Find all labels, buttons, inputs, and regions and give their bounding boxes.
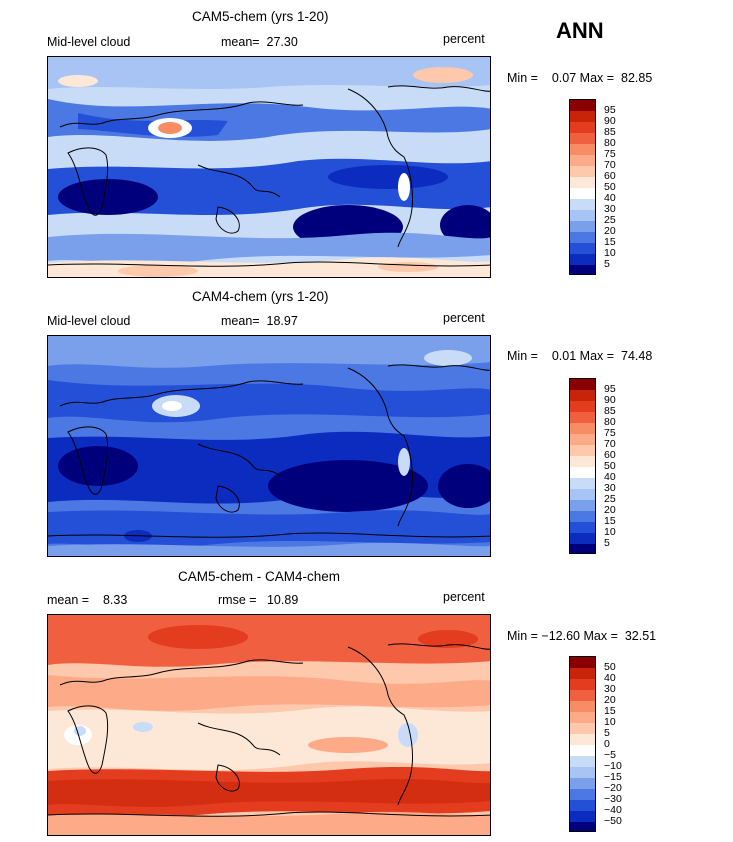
panel3-tick: 20 — [604, 694, 616, 706]
panel3-min-value: −12.60 — [541, 629, 580, 643]
panel3-title: CAM5-chem - CAM4-chem — [178, 569, 341, 584]
panel1-min-value: 0.07 — [551, 71, 577, 85]
panel2-tick: 85 — [604, 405, 616, 417]
panel3-tick: −50 — [604, 815, 622, 827]
panel2-tick: 95 — [604, 383, 616, 395]
panel3-colorbar — [569, 656, 596, 832]
panel1-tick: 80 — [604, 137, 616, 149]
panel2-tick: 40 — [604, 471, 616, 483]
panel2-units: percent — [443, 311, 485, 325]
panel3-rmse-label: rmse = 10.89 — [218, 593, 299, 607]
panel2-mean-value: 18.97 — [266, 314, 298, 328]
panel3-tick: −20 — [604, 782, 622, 794]
panel3-tick: −30 — [604, 793, 622, 805]
panel3-mean-value: 8.33 — [102, 593, 128, 607]
panel2-title: CAM4-chem (yrs 1-20) — [192, 289, 329, 304]
panel2-tick: 20 — [604, 504, 616, 516]
panel3-tick: −5 — [604, 749, 616, 761]
panel3-rmse-value: 10.89 — [266, 593, 299, 607]
panel1-tick: 60 — [604, 170, 616, 182]
panel3-tick: 15 — [604, 705, 616, 717]
panel3-tick: 50 — [604, 661, 616, 673]
panel1-colorbar — [569, 99, 596, 275]
panel2-tick: 80 — [604, 416, 616, 428]
panel3-tick: −10 — [604, 760, 622, 772]
panel1-units: percent — [443, 32, 485, 46]
panel1-tick: 30 — [604, 203, 616, 215]
panel1-max-value: 82.85 — [621, 71, 653, 85]
panel2-variable-label: Mid-level cloud — [47, 314, 131, 328]
panel1-tick: 40 — [604, 192, 616, 204]
panel2-tick: 30 — [604, 482, 616, 494]
panel2-tick: 5 — [604, 537, 610, 549]
panel3-tick: 0 — [604, 738, 610, 750]
panel1-tick: 75 — [604, 148, 616, 160]
panel3-tick: 5 — [604, 727, 610, 739]
panel1-title: CAM5-chem (yrs 1-20) — [192, 9, 329, 24]
panel1-tick: 5 — [604, 258, 610, 270]
panel3-tick: 10 — [604, 716, 616, 728]
panel2-colorbar — [569, 378, 596, 554]
panel2-tick: 15 — [604, 515, 616, 527]
panel3-tick: 40 — [604, 672, 616, 684]
panel3-map — [47, 614, 491, 836]
panel1-mean-value: 27.30 — [266, 35, 298, 49]
panel2-minmax: Min = 0.01 Max = 74.48 — [507, 349, 653, 363]
panel2-tick: 10 — [604, 526, 616, 538]
season-label: ANN — [556, 18, 604, 43]
panel1-tick: 25 — [604, 214, 616, 226]
panel1-minmax: Min = 0.07 Max = 82.85 — [507, 71, 653, 85]
panel2-tick: 90 — [604, 394, 616, 406]
panel3-tick: −40 — [604, 804, 622, 816]
panel1-tick: 70 — [604, 159, 616, 171]
panel2-tick: 70 — [604, 438, 616, 450]
panel1-tick: 85 — [604, 126, 616, 138]
panel1-tick: 20 — [604, 225, 616, 237]
panel3-mean-label: mean = 8.33 — [47, 593, 128, 607]
panel3-units: percent — [443, 590, 485, 604]
panel2-mean-label: mean= 18.97 — [221, 314, 298, 328]
panel3-max-value: 32.51 — [624, 629, 657, 643]
panel2-max-value: 74.48 — [621, 349, 653, 363]
panel1-variable-label: Mid-level cloud — [47, 35, 131, 49]
panel1-mean-label: mean= 27.30 — [221, 35, 298, 49]
panel2-map — [47, 335, 491, 557]
panel1-map — [47, 56, 491, 278]
panel3-tick: 30 — [604, 683, 616, 695]
panel3-minmax: Min = −12.60 Max = 32.51 — [507, 629, 657, 643]
panel1-tick: 15 — [604, 236, 616, 248]
panel2-tick: 75 — [604, 427, 616, 439]
panel1-tick: 90 — [604, 115, 616, 127]
panel2-tick: 25 — [604, 493, 616, 505]
panel2-tick: 50 — [604, 460, 616, 472]
panel1-tick: 10 — [604, 247, 616, 259]
panel2-min-value: 0.01 — [551, 349, 577, 363]
panel1-tick: 50 — [604, 181, 616, 193]
panel3-tick: −15 — [604, 771, 622, 783]
panel2-tick: 60 — [604, 449, 616, 461]
panel1-tick: 95 — [604, 104, 616, 116]
